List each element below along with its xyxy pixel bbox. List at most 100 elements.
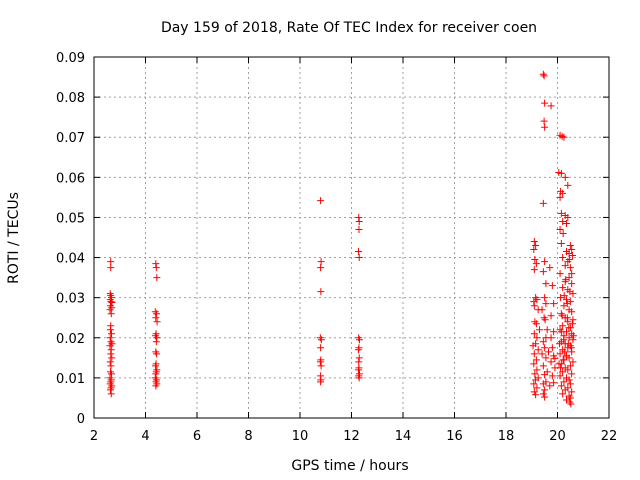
data-point <box>317 288 325 296</box>
data-point <box>107 390 115 398</box>
data-point <box>561 262 569 270</box>
data-point <box>559 368 567 376</box>
data-point <box>564 340 572 348</box>
data-point <box>559 217 567 225</box>
data-point <box>540 72 548 80</box>
data-point <box>317 258 325 266</box>
data-point <box>107 298 115 306</box>
data-point <box>354 248 362 256</box>
data-point <box>106 358 114 366</box>
data-point <box>569 332 577 340</box>
data-point <box>559 322 567 330</box>
data-point <box>541 386 549 394</box>
data-point <box>558 132 566 140</box>
data-point <box>541 316 549 324</box>
data-point <box>355 254 363 262</box>
x-tick-label: 2 <box>90 429 98 444</box>
data-point <box>568 270 576 278</box>
data-point <box>530 298 538 306</box>
data-point <box>556 372 564 380</box>
data-point <box>534 346 542 354</box>
data-point <box>107 362 115 370</box>
data-point <box>153 318 161 326</box>
y-axis-ticks: 0 0.01 0.02 0.03 0.04 0.05 0.06 0.07 0.08 0.09 <box>56 51 609 427</box>
data-point <box>565 334 573 342</box>
data-point <box>541 344 549 352</box>
data-point <box>566 288 574 296</box>
x-tick-label: 20 <box>549 429 566 444</box>
data-point <box>354 366 362 374</box>
data-point <box>557 169 565 177</box>
x-tick-label: 6 <box>193 429 201 444</box>
data-point <box>547 312 555 320</box>
data-point <box>556 350 564 358</box>
data-point <box>532 320 540 328</box>
data-point <box>529 342 537 350</box>
data-point <box>106 342 114 350</box>
data-point <box>317 378 325 386</box>
data-point <box>569 358 577 366</box>
data-point <box>539 380 547 388</box>
data-point <box>539 70 547 78</box>
data-points <box>106 70 577 408</box>
data-point <box>106 326 114 334</box>
data-point <box>533 384 541 392</box>
data-point <box>567 400 575 408</box>
data-point <box>355 213 363 221</box>
data-point <box>533 366 541 374</box>
data-point <box>566 380 574 388</box>
data-point <box>566 264 574 272</box>
data-point <box>559 229 567 237</box>
data-point <box>569 316 577 324</box>
data-point <box>568 370 576 378</box>
data-point <box>556 193 564 201</box>
data-point <box>535 326 543 334</box>
data-point <box>355 354 363 362</box>
data-point <box>317 336 325 344</box>
data-point <box>107 258 115 266</box>
x-axis-label: GPS time / hours <box>291 458 408 474</box>
x-tick-label: 10 <box>292 429 309 444</box>
data-point <box>152 264 160 272</box>
data-point <box>355 217 363 225</box>
data-point <box>539 362 547 370</box>
data-point <box>563 300 571 308</box>
data-point <box>107 310 115 318</box>
data-point <box>541 393 549 401</box>
data-point <box>530 350 538 358</box>
data-point <box>557 209 565 217</box>
data-point <box>565 324 573 332</box>
x-tick-label: 16 <box>446 429 463 444</box>
data-point <box>152 314 160 322</box>
data-point <box>354 346 362 354</box>
data-point <box>530 302 538 310</box>
data-point <box>541 123 549 131</box>
y-tick-label: 0.04 <box>56 252 85 267</box>
data-point <box>532 260 540 268</box>
data-point <box>564 181 572 189</box>
data-point <box>559 189 567 197</box>
data-point <box>541 371 549 379</box>
data-point <box>317 197 325 205</box>
data-point <box>556 225 564 233</box>
data-point <box>153 274 161 282</box>
y-tick-label: 0.02 <box>56 332 85 347</box>
data-point <box>317 362 325 370</box>
data-point <box>539 268 547 276</box>
x-tick-label: 4 <box>141 429 149 444</box>
data-point <box>561 348 569 356</box>
data-point <box>560 133 568 141</box>
data-point <box>550 328 558 336</box>
data-point <box>532 391 540 399</box>
data-point <box>566 394 574 402</box>
data-point <box>559 284 567 292</box>
data-point <box>532 376 540 384</box>
data-point <box>568 308 576 316</box>
data-point <box>550 379 558 387</box>
data-point <box>568 252 576 260</box>
data-point <box>565 376 573 384</box>
data-point <box>541 258 549 266</box>
data-point <box>559 356 567 364</box>
data-point <box>538 350 546 358</box>
data-point <box>539 390 547 398</box>
